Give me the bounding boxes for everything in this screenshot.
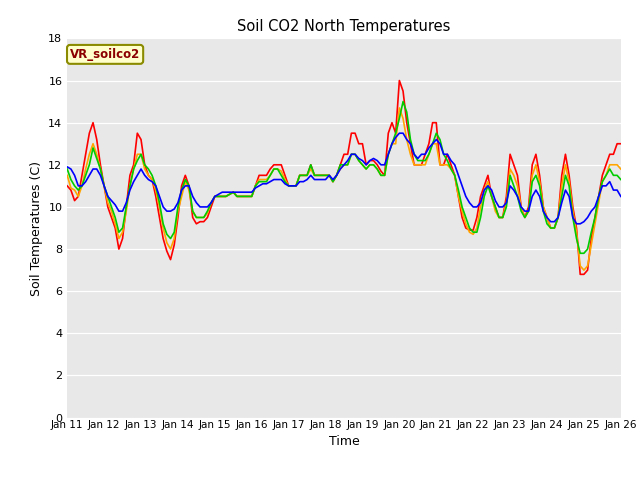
-2cm [577, 272, 584, 277]
-16cm [454, 172, 462, 178]
-2cm [403, 120, 411, 126]
-2cm [396, 78, 403, 84]
-2cm [333, 172, 340, 178]
-8cm [259, 179, 267, 184]
-16cm [573, 221, 580, 227]
-16cm [613, 187, 621, 193]
-8cm [399, 99, 407, 105]
-2cm [63, 183, 71, 189]
-4cm [418, 162, 426, 168]
-4cm [333, 172, 340, 178]
-4cm [259, 177, 267, 182]
Line: -4cm: -4cm [67, 108, 621, 270]
-8cm [63, 166, 71, 172]
-4cm [454, 193, 462, 199]
-8cm [403, 109, 411, 115]
-4cm [63, 172, 71, 178]
Line: -2cm: -2cm [67, 81, 621, 275]
-4cm [396, 105, 403, 111]
-8cm [613, 172, 621, 178]
-8cm [617, 177, 625, 182]
Y-axis label: Soil Temperatures (C): Soil Temperatures (C) [29, 160, 43, 296]
-2cm [613, 141, 621, 146]
-8cm [577, 251, 584, 256]
Line: -16cm: -16cm [67, 133, 621, 224]
-16cm [333, 172, 340, 178]
-2cm [259, 172, 267, 178]
-4cm [613, 162, 621, 168]
-2cm [617, 141, 625, 146]
Title: Soil CO2 North Temperatures: Soil CO2 North Temperatures [237, 20, 451, 35]
-16cm [418, 151, 426, 157]
X-axis label: Time: Time [328, 434, 360, 447]
-16cm [63, 164, 71, 170]
-8cm [333, 172, 340, 178]
-4cm [580, 267, 588, 273]
-4cm [617, 166, 625, 172]
-8cm [418, 158, 426, 164]
-8cm [454, 187, 462, 193]
-16cm [396, 131, 403, 136]
-16cm [259, 181, 267, 187]
-2cm [454, 193, 462, 199]
-4cm [403, 137, 411, 143]
-16cm [403, 137, 411, 143]
Line: -8cm: -8cm [67, 102, 621, 253]
Text: VR_soilco2: VR_soilco2 [70, 48, 140, 61]
-16cm [617, 193, 625, 199]
-2cm [418, 162, 426, 168]
